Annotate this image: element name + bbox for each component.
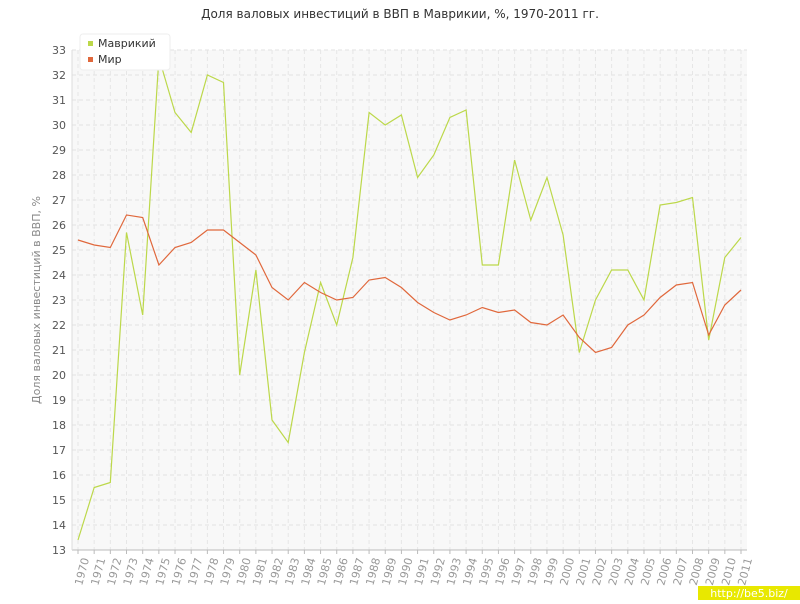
y-tick-label: 26 xyxy=(52,219,66,232)
y-tick-label: 14 xyxy=(52,519,66,532)
y-tick-label: 29 xyxy=(52,144,66,157)
y-tick-label: 20 xyxy=(52,369,66,382)
y-tick-label: 19 xyxy=(52,394,66,407)
watermark: http://be5.biz/ xyxy=(710,587,788,600)
legend-label: Мир xyxy=(98,53,122,66)
y-tick-label: 23 xyxy=(52,294,66,307)
series-line xyxy=(77,57,742,541)
y-tick-label: 33 xyxy=(52,44,66,57)
y-tick-label: 30 xyxy=(52,119,66,132)
y-tick-label: 15 xyxy=(52,494,66,507)
y-tick-label: 32 xyxy=(52,69,66,82)
chart-title: Доля валовых инвестиций в ВВП в Маврикии… xyxy=(201,7,599,21)
legend-swatch xyxy=(88,41,93,46)
y-tick-label: 25 xyxy=(52,244,66,257)
y-tick-label: 17 xyxy=(52,444,66,457)
series-line xyxy=(77,214,742,354)
legend-swatch xyxy=(88,57,93,62)
y-tick-label: 31 xyxy=(52,94,66,107)
y-tick-label: 21 xyxy=(52,344,66,357)
legend-label: Маврикий xyxy=(98,37,156,50)
y-tick-label: 22 xyxy=(52,319,66,332)
y-tick-label: 18 xyxy=(52,419,66,432)
y-axis-label: Доля валовых инвестиций в ВВП, % xyxy=(30,196,43,404)
y-tick-label: 24 xyxy=(52,269,66,282)
y-tick-label: 16 xyxy=(52,469,66,482)
y-tick-label: 13 xyxy=(52,544,66,557)
y-tick-label: 27 xyxy=(52,194,66,207)
watermark-bg xyxy=(698,586,800,600)
legend-box xyxy=(79,33,171,71)
y-tick-label: 28 xyxy=(52,169,66,182)
